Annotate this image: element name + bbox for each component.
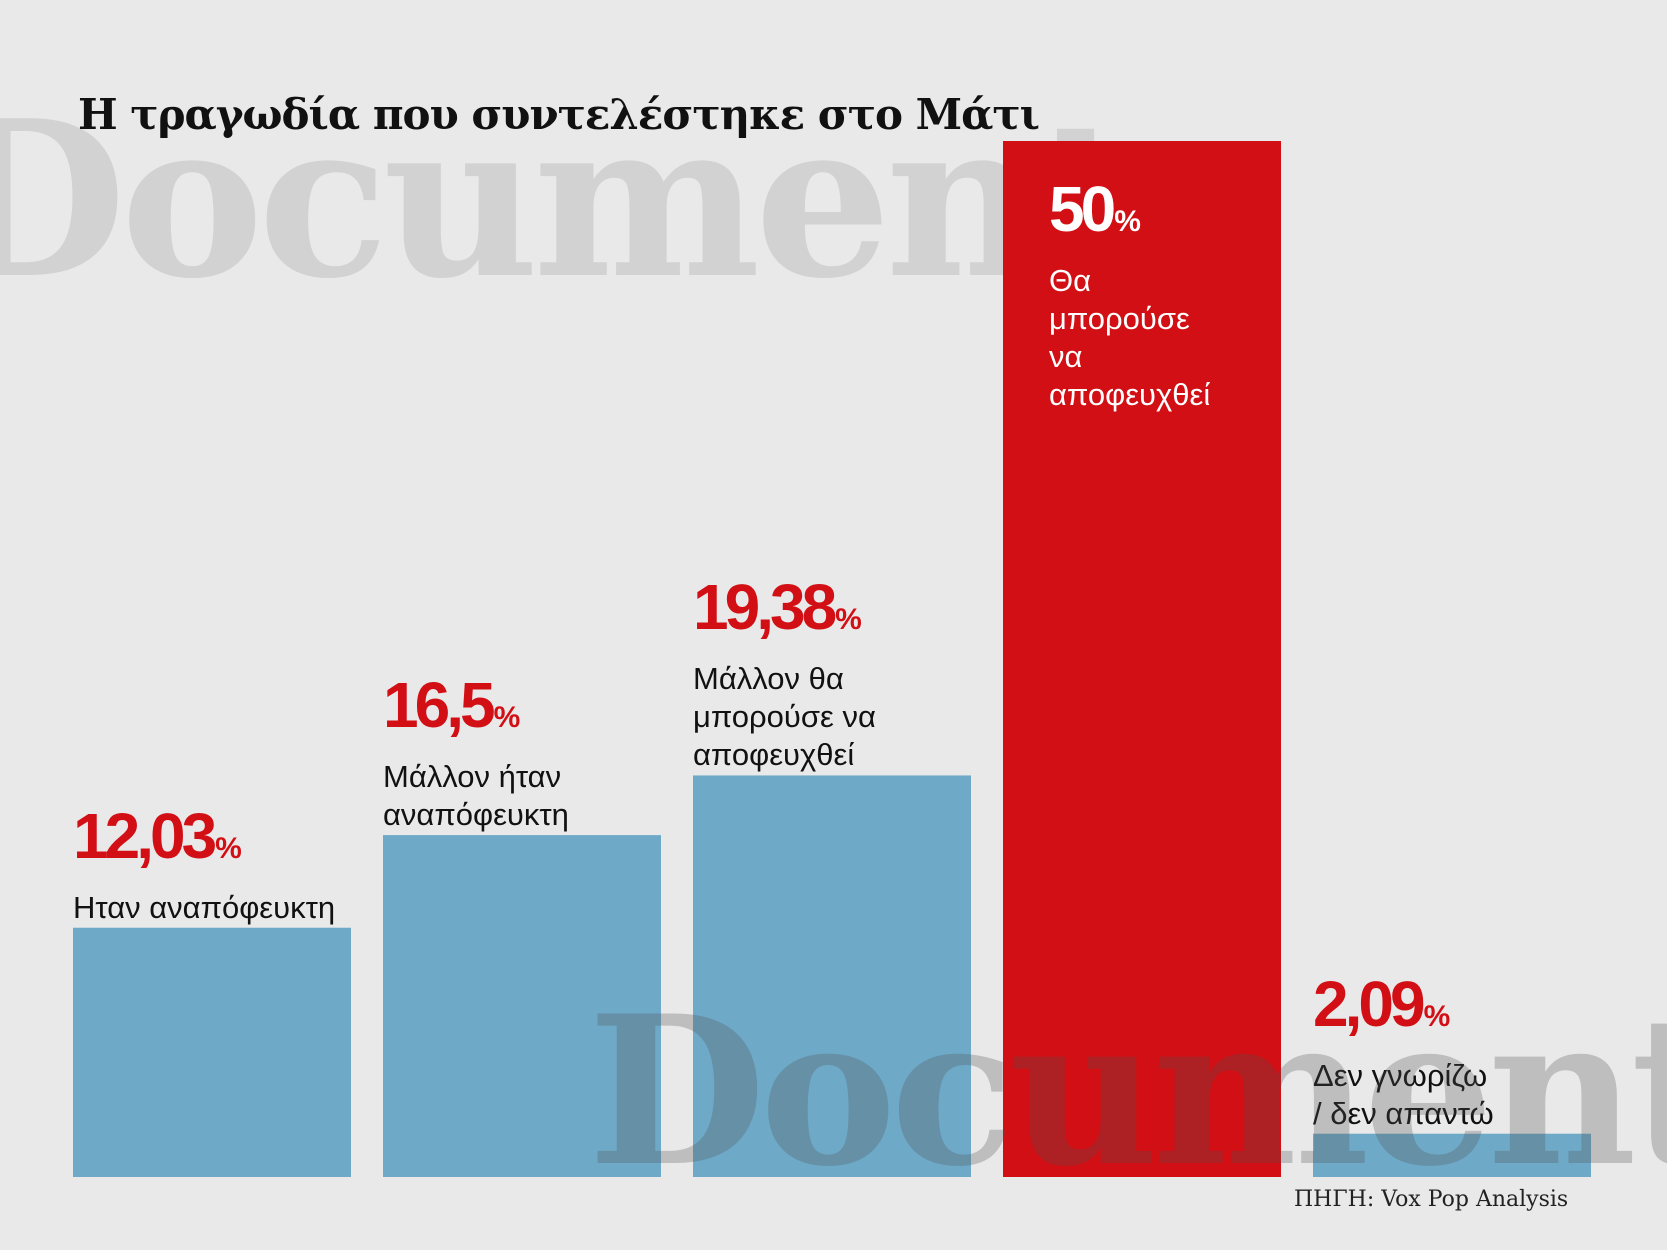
category-label: Θα μπορούσε να αποφευχθεί: [1049, 262, 1210, 414]
percent-sign: %: [1114, 205, 1141, 238]
category-label-line: Μάλλον ήταν: [383, 759, 562, 795]
percent-sign: %: [493, 701, 521, 735]
bar-label-3: 19,38% Μάλλον θα μπορούσε να αποφευχθεί: [693, 575, 876, 774]
category-label-line: αποφευχθεί: [1049, 377, 1211, 412]
value-label: 16,5%: [383, 673, 569, 750]
bar-1: [73, 927, 351, 1177]
category-label-line: μπορούσε: [1049, 301, 1190, 336]
chart-title: Η τραγωδία που συντελέστηκε στο Μάτι: [78, 90, 1040, 139]
bar-3: [693, 775, 971, 1177]
percent-sign: %: [1423, 999, 1451, 1033]
bar-label-4: 50% Θα μπορούσε να αποφευχθεί: [1049, 177, 1210, 414]
value-label: 2,09%: [1313, 972, 1494, 1049]
value-label: 12,03%: [73, 804, 335, 881]
bar-label-5: 2,09% Δεν γνωρίζω / δεν απαντώ: [1313, 972, 1494, 1133]
category-label: Μάλλον θα μπορούσε να αποφευχθεί: [693, 660, 876, 774]
category-label-line: να: [1049, 339, 1083, 374]
value-label: 19,38%: [693, 575, 876, 652]
category-label-line: μπορούσε να: [693, 699, 876, 735]
source-note: ΠΗΓΗ: Vox Pop Analysis: [1294, 1187, 1569, 1212]
category-label-line: Θα: [1049, 263, 1092, 298]
category-label: Δεν γνωρίζω / δεν απαντώ: [1313, 1057, 1494, 1133]
value-label: 50%: [1049, 177, 1210, 254]
percent-sign: %: [835, 603, 862, 637]
bar-label-2: 16,5% Μάλλον ήταν αναπόφευκτη: [383, 673, 569, 834]
value-number: 2,09: [1313, 967, 1426, 1040]
category-label-line: Δεν γνωρίζω: [1313, 1057, 1488, 1093]
category-label: Μάλλον ήταν αναπόφευκτη: [383, 758, 569, 834]
value-number: 19,38: [693, 571, 837, 644]
bar-5: [1313, 1133, 1591, 1177]
category-label-line: αποφευχθεί: [693, 737, 855, 773]
value-number: 50: [1049, 173, 1116, 245]
category-label-line: Ηταν αναπόφευκτη: [73, 889, 336, 925]
value-number: 12,03: [73, 799, 217, 872]
category-label-line: Μάλλον θα: [693, 661, 844, 697]
bar-label-1: 12,03% Ηταν αναπόφευκτη: [73, 804, 335, 927]
bar-4: [1003, 141, 1281, 1177]
percent-sign: %: [215, 831, 242, 865]
bar-2: [383, 835, 661, 1177]
category-label-line: / δεν απαντώ: [1313, 1095, 1494, 1131]
category-label-line: αναπόφευκτη: [383, 797, 569, 833]
value-number: 16,5: [383, 669, 496, 742]
category-label: Ηταν αναπόφευκτη: [73, 889, 335, 927]
